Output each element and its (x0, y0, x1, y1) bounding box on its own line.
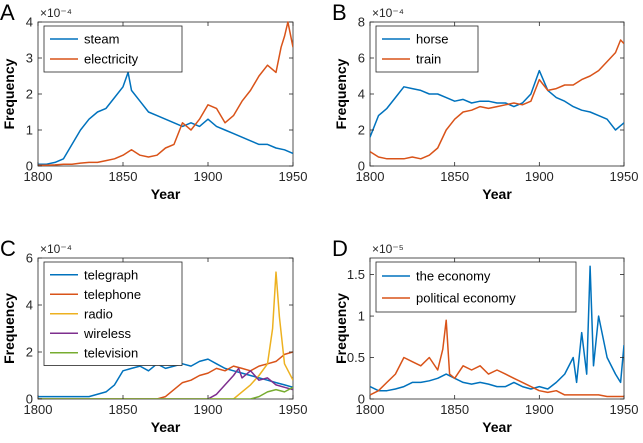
legend-box (43, 25, 183, 73)
x-axis-label: Year (151, 419, 181, 435)
x-tick-label: 1900 (194, 402, 223, 417)
panel-d: 1800 1850 1900 1950 0 0.5 1 1.5 ×10⁻⁵ D Year Freque… (332, 236, 638, 435)
legend-label: train (416, 52, 441, 67)
legend-label: television (84, 345, 138, 360)
x-axis-label: Year (482, 186, 512, 202)
y-tick-label: 4 (358, 87, 365, 102)
y-axis-label: Frequency (1, 293, 17, 364)
y-axis-label: Frequency (1, 58, 17, 129)
panel-letter: C (0, 236, 16, 261)
y-tick-label: 1 (26, 123, 33, 138)
legend-label: radio (84, 306, 113, 321)
series-line-horse (370, 69, 624, 138)
legend: the economy political economy (375, 261, 577, 313)
series-line-television (38, 386, 293, 399)
y-tick-label: 2 (358, 123, 365, 138)
legend-box (375, 261, 577, 313)
panel-c: 1800 1850 1900 1950 0 2 4 6 ×10⁻⁴ C Year Frequency t… (0, 236, 307, 435)
legend-label: telegraph (84, 267, 138, 282)
panel-letter: B (332, 0, 347, 25)
panel-letter: D (332, 236, 348, 261)
series-line-steam (38, 71, 293, 165)
series-line-radio (38, 271, 293, 399)
x-tick-label: 1900 (525, 169, 554, 184)
x-tick-label: 1800 (356, 169, 385, 184)
y-tick-label: 0 (358, 159, 365, 174)
panel-b: 1800 1850 1900 1950 0 2 4 6 8 ×10⁻⁴ B Year Frequency… (332, 0, 638, 202)
y-multiplier: ×10⁻⁴ (372, 6, 404, 20)
series-line-electricity (38, 21, 293, 166)
y-tick-label: 4 (26, 298, 33, 313)
series-lines (370, 39, 624, 160)
x-tick-label: 1800 (24, 402, 53, 417)
y-tick-label: 4 (26, 15, 33, 30)
x-tick-label: 1850 (109, 402, 138, 417)
legend-label: horse (416, 32, 449, 47)
x-axis-label: Year (482, 419, 512, 435)
series-lines (38, 271, 293, 399)
x-tick-label: 1850 (440, 169, 469, 184)
series-lines (370, 265, 624, 398)
y-multiplier: ×10⁻⁵ (372, 242, 404, 256)
y-multiplier: ×10⁻⁴ (40, 6, 72, 20)
y-tick-label: 2 (26, 87, 33, 102)
y-tick-label: 0 (26, 159, 33, 174)
legend-box (375, 25, 479, 73)
y-tick-label: 3 (26, 51, 33, 66)
y-tick-label: 2 (26, 345, 33, 360)
legend: steam electricity (43, 25, 183, 73)
legend-label: political economy (416, 291, 516, 306)
series-line-train (370, 39, 624, 160)
y-tick-label: 8 (358, 15, 365, 30)
series-lines (38, 21, 293, 166)
legend: telegraph telephone radio wireless televisio… (43, 261, 183, 366)
x-tick-label: 1900 (525, 402, 554, 417)
legend-label: steam (84, 32, 119, 47)
series-line-telephone (38, 351, 293, 399)
x-tick-label: 1850 (109, 169, 138, 184)
x-tick-label: 1950 (610, 402, 639, 417)
y-multiplier: ×10⁻⁴ (40, 242, 72, 256)
x-tick-label: 1850 (440, 402, 469, 417)
x-tick-label: 1950 (610, 169, 639, 184)
y-tick-label: 1 (358, 309, 365, 324)
y-tick-label: 0.5 (347, 350, 365, 365)
series-line-political-economy (370, 319, 624, 398)
x-axis-label: Year (151, 186, 181, 202)
y-tick-label: 6 (358, 51, 365, 66)
x-tick-label: 1800 (24, 169, 53, 184)
legend-label: the economy (416, 269, 491, 284)
panel-a: 1800 1850 1900 1950 0 1 2 3 4 ×10⁻⁴ A Year Frequency… (0, 0, 307, 202)
y-axis-label: Frequency (333, 293, 349, 364)
x-tick-label: 1950 (279, 402, 308, 417)
series-line-the-economy (370, 265, 624, 392)
y-tick-label: 6 (26, 251, 33, 266)
legend-label: electricity (84, 52, 139, 67)
x-tick-label: 1950 (279, 169, 308, 184)
y-tick-label: 1.5 (347, 267, 365, 282)
y-tick-label: 0 (26, 392, 33, 407)
legend: horse train (375, 25, 479, 73)
legend-label: telephone (84, 287, 141, 302)
x-tick-label: 1900 (194, 169, 223, 184)
series-line-wireless (38, 367, 293, 399)
x-tick-label: 1800 (356, 402, 385, 417)
legend-label: wireless (83, 326, 131, 341)
panel-letter: A (0, 0, 15, 25)
y-tick-label: 0 (358, 392, 365, 407)
y-axis-label: Frequency (333, 58, 349, 129)
